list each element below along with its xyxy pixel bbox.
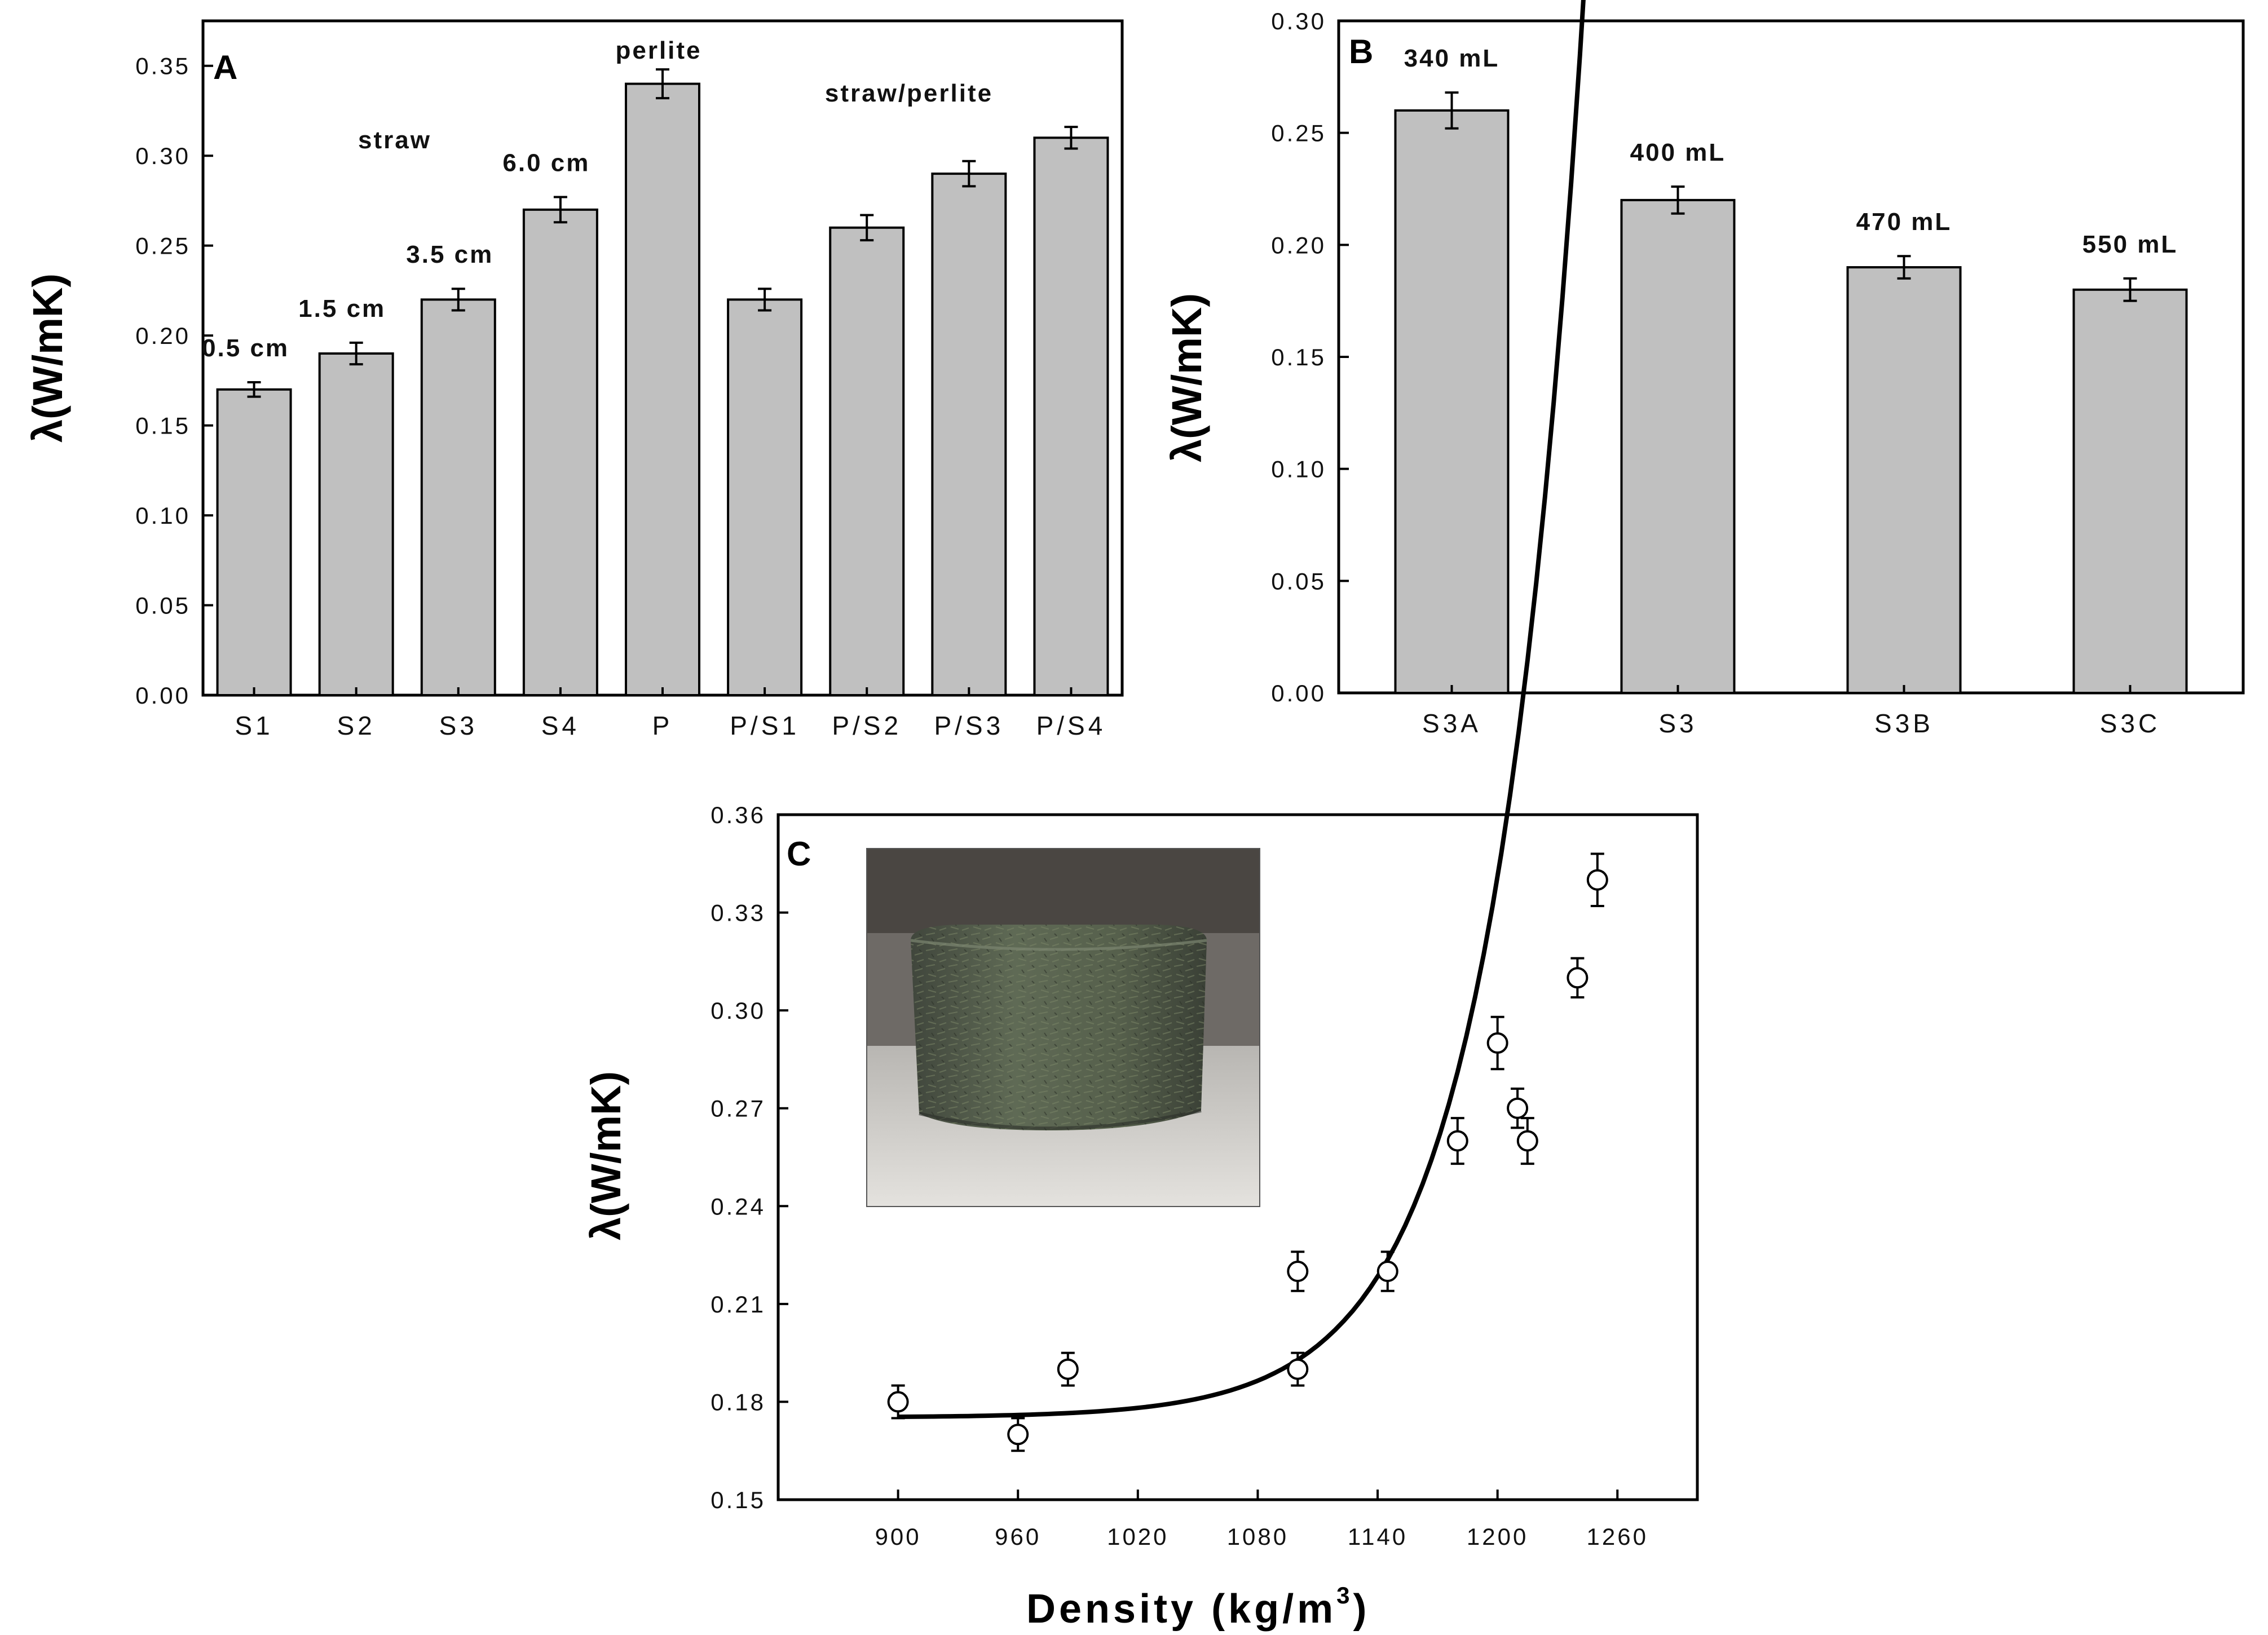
x-tick-label-s3: S3 <box>1658 709 1697 738</box>
data-label-s3: 400 mL <box>1630 139 1726 166</box>
bar-s4 <box>522 208 598 696</box>
bar-p <box>625 82 700 696</box>
bar-s3 <box>1620 198 1736 695</box>
data-label-s1: 0.5 cm <box>202 334 289 362</box>
data-point <box>887 1391 909 1413</box>
x-tick-label-s3b: S3B <box>1874 709 1934 738</box>
panel-a-chart: A 0.00 0.05 0.10 0.15 0.20 0.25 0.30 0.35 S1 0.5… <box>24 19 1124 740</box>
bar-s3 <box>420 298 496 696</box>
y-tick-label: 0.15 <box>1271 344 1326 370</box>
data-point <box>1057 1358 1079 1380</box>
y-tick-label: 0.10 <box>1271 456 1326 483</box>
x-tick-label-s2: S2 <box>337 711 376 740</box>
x-tick-label: 1200 <box>1467 1523 1528 1550</box>
y-tick-label: 0.00 <box>1271 680 1326 706</box>
y-tick-label: 0.30 <box>1271 8 1326 34</box>
data-point <box>1287 1358 1309 1380</box>
x-tick-label-s3: S3 <box>439 711 478 740</box>
fit-curve <box>898 0 1586 1419</box>
data-point <box>1516 1130 1538 1152</box>
y-tick-label: 0.21 <box>711 1291 766 1318</box>
y-tick-label: 0.05 <box>135 593 191 619</box>
panel-a-y-axis-title: λ(W/mK) <box>24 273 71 443</box>
y-tick-label: 0.00 <box>135 682 191 709</box>
bar-p-s3 <box>931 173 1007 696</box>
bar-p-s2 <box>829 226 905 697</box>
x-tick-label: 1140 <box>1348 1523 1407 1550</box>
data-point <box>1567 967 1589 989</box>
bar-s3c <box>2072 288 2188 694</box>
x-tick-label-p-s1: P/S1 <box>730 711 800 740</box>
panel-b-y-axis-title: λ(W/mK) <box>1163 293 1210 462</box>
y-tick-label: 0.15 <box>711 1487 766 1513</box>
y-tick-label: 0.30 <box>135 143 191 169</box>
panel-c-chart: C <box>583 0 1699 1632</box>
data-point <box>1376 1261 1398 1282</box>
y-tick-label: 0.27 <box>711 1095 766 1122</box>
x-tick-label: 1020 <box>1107 1523 1168 1550</box>
bar-s1 <box>216 388 292 696</box>
data-label-s3a: 340 mL <box>1404 45 1500 72</box>
bar-s2 <box>318 352 394 696</box>
x-axis-title-close: ) <box>1353 1587 1370 1632</box>
x-tick-label-s3a: S3A <box>1422 709 1481 738</box>
panel-c-frame <box>776 813 1699 1501</box>
data-label-s3c: 550 mL <box>2082 231 2178 258</box>
data-point <box>1007 1424 1029 1446</box>
panel-a-label: A <box>213 48 237 86</box>
x-tick-label: 1260 <box>1587 1523 1648 1550</box>
data-label-s2: 1.5 cm <box>298 295 386 322</box>
bar-s3a <box>1394 109 1510 694</box>
y-tick-label: 0.35 <box>135 53 191 79</box>
data-point <box>1486 1032 1508 1054</box>
y-tick-label: 0.20 <box>1271 232 1326 258</box>
y-tick-label: 0.25 <box>135 233 191 259</box>
x-tick-label-p-s3: P/S3 <box>934 711 1004 740</box>
panel-a-group-label-straw: straw <box>358 126 431 154</box>
x-tick-label-p-s4: P/S4 <box>1036 711 1106 740</box>
y-tick-label: 0.20 <box>135 322 191 349</box>
panel-b-label: B <box>1349 33 1373 70</box>
x-tick-label: 1080 <box>1227 1523 1289 1550</box>
panel-c-label: C <box>787 835 811 873</box>
inset-sample-photo <box>866 848 1260 1207</box>
data-point <box>1446 1130 1468 1152</box>
panel-a-group-label-straw-perlite: straw/perlite <box>825 79 993 107</box>
x-tick-label-s3c: S3C <box>2100 709 2160 738</box>
data-point <box>1287 1261 1309 1282</box>
x-tick-label: 900 <box>875 1523 921 1550</box>
panel-c-y-axis-title: λ(W/mK) <box>583 1071 629 1240</box>
data-point <box>1586 869 1608 891</box>
x-tick-label: 960 <box>995 1523 1041 1550</box>
data-label-s3: 3.5 cm <box>406 241 493 268</box>
y-tick-label: 0.33 <box>711 900 766 926</box>
y-tick-label: 0.10 <box>135 502 191 529</box>
x-tick-label-s1: S1 <box>235 711 273 740</box>
y-tick-label: 0.36 <box>711 802 766 828</box>
bar-s3b <box>1846 266 1962 695</box>
y-tick-label: 0.05 <box>1271 568 1326 594</box>
x-tick-label-p-s2: P/S2 <box>832 711 902 740</box>
panel-b-chart: B 0.00 0.05 0.10 0.15 0.20 0.25 0.30 S3A 340 mL… <box>1163 8 2245 738</box>
x-tick-label-p: P <box>652 711 673 740</box>
y-tick-label: 0.30 <box>711 997 766 1024</box>
x-axis-title-superscript: 3 <box>1336 1582 1353 1609</box>
x-tick-label-s4: S4 <box>541 711 580 740</box>
y-tick-label: 0.24 <box>711 1193 766 1219</box>
panel-a-group-label-perlite: perlite <box>615 37 701 64</box>
panel-c-x-axis-title: Density (kg/m3) <box>1026 1582 1370 1632</box>
data-label-s3b: 470 mL <box>1856 208 1952 236</box>
data-label-s4: 6.0 cm <box>502 149 590 177</box>
y-tick-label: 0.15 <box>135 413 191 439</box>
x-axis-title-main: Density (kg/m <box>1026 1587 1336 1632</box>
y-tick-label: 0.25 <box>1271 120 1326 147</box>
bar-p-s1 <box>727 298 803 696</box>
y-tick-label: 0.18 <box>711 1389 766 1415</box>
bar-p-s4 <box>1033 136 1109 697</box>
data-point <box>1507 1097 1529 1119</box>
